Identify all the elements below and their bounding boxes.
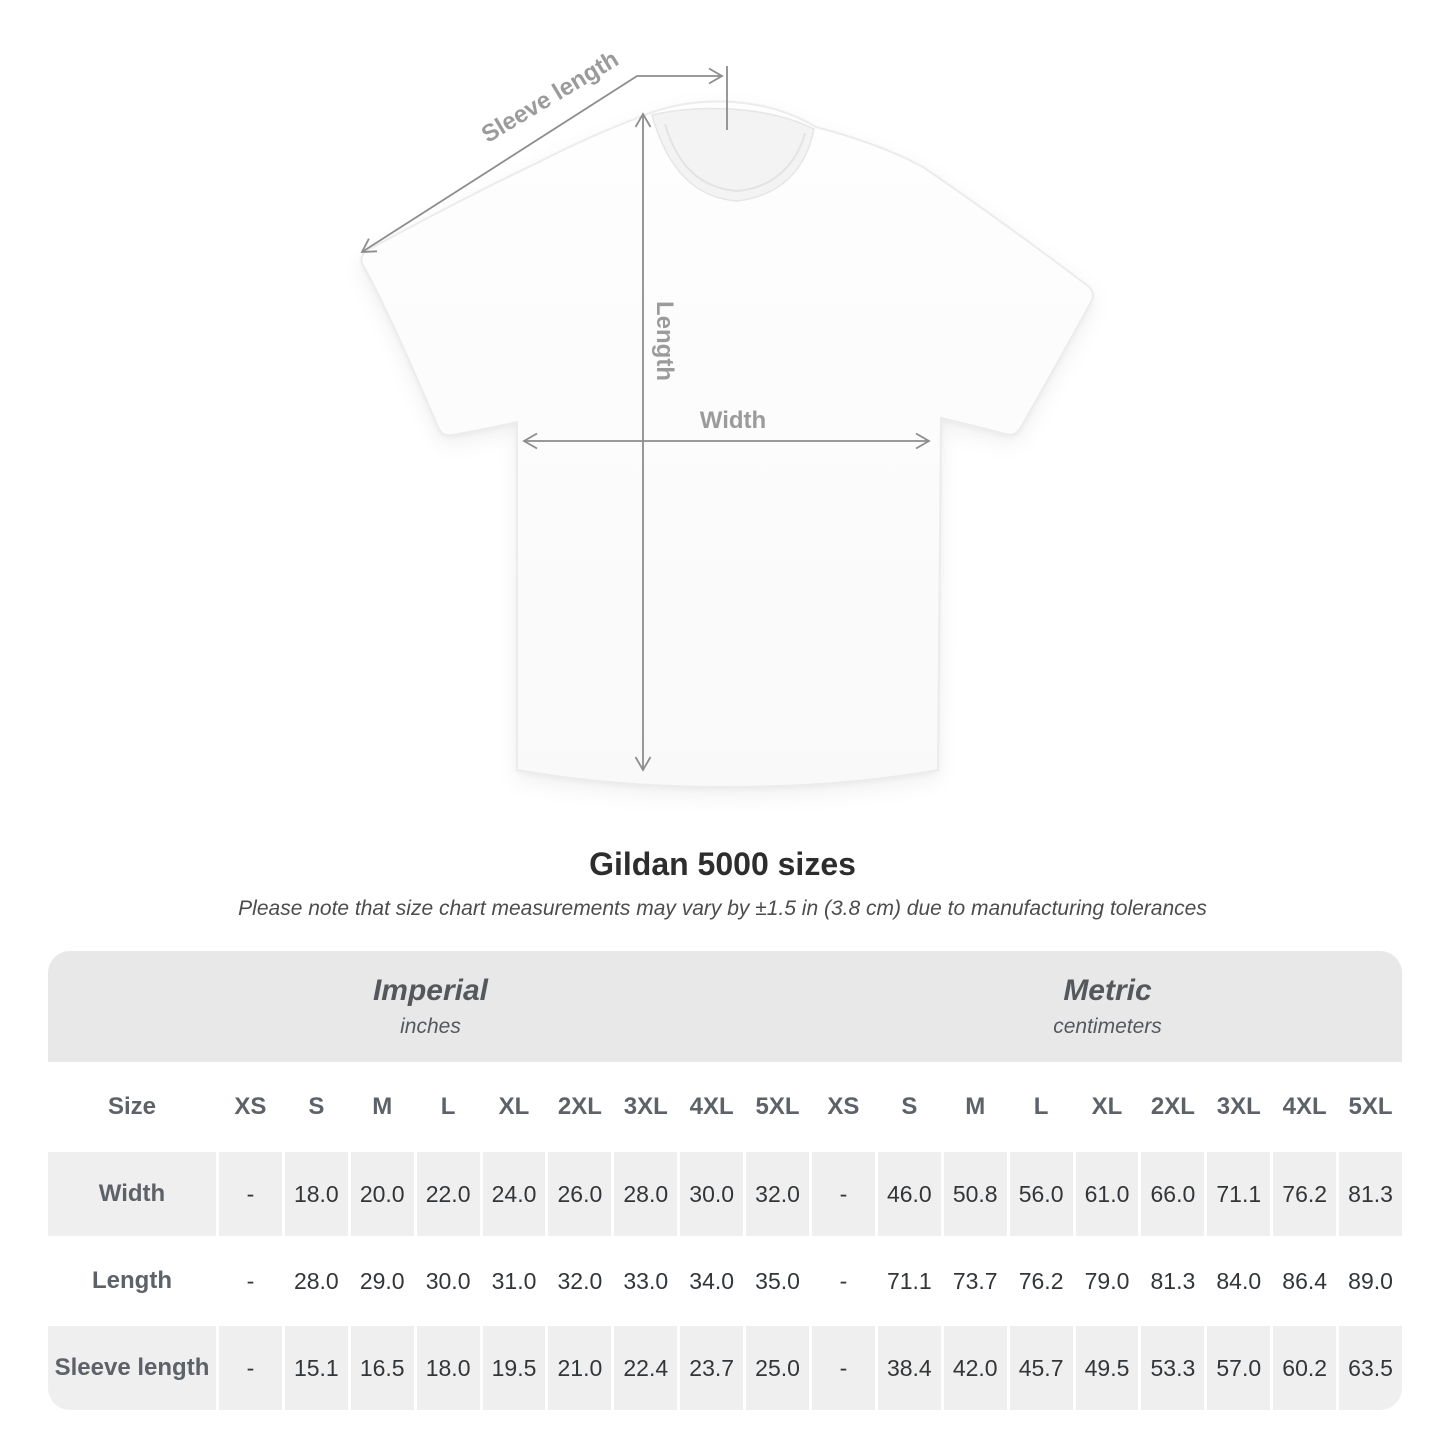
metric-size-header: 5XL — [1348, 1093, 1393, 1120]
metric-value-cell: - — [812, 1326, 875, 1410]
imperial-size-header: 4XL — [689, 1093, 734, 1120]
imperial-value-cell: - — [219, 1326, 282, 1410]
imperial-value-cell: 22.0 — [416, 1152, 480, 1236]
imperial-value-cell: 22.4 — [614, 1326, 678, 1410]
metric-value-cell: 57.0 — [1207, 1326, 1271, 1410]
metric-size-header: 4XL — [1282, 1093, 1327, 1120]
imperial-value-cell: 26.0 — [548, 1152, 612, 1236]
tshirt-measurement-diagram: Sleeve length Length Width — [360, 46, 1094, 789]
imperial-value-cell: 21.0 — [548, 1326, 612, 1410]
imperial-value-cell: 19.5 — [482, 1326, 546, 1410]
metric-value-cell: 81.3 — [1339, 1152, 1402, 1236]
metric-value-cell: 71.1 — [1207, 1152, 1271, 1236]
imperial-value-cell: - — [246, 1267, 255, 1294]
imperial-value-cell: 32.0 — [557, 1267, 603, 1294]
metric-size-header: XS — [827, 1093, 860, 1120]
imperial-unit: inches — [400, 1015, 461, 1038]
metric-value-cell: 86.4 — [1282, 1267, 1328, 1294]
imperial-size-header: XL — [498, 1093, 530, 1120]
page-title: Gildan 5000 sizes — [589, 846, 856, 882]
size-column-header: Size — [107, 1093, 157, 1120]
imperial-value-cell: 28.0 — [293, 1267, 339, 1294]
metric-size-header: 3XL — [1216, 1093, 1261, 1120]
imperial-section-header: Imperial inches — [48, 951, 813, 1062]
imperial-value-cell: 20.0 — [350, 1152, 414, 1236]
metric-value-cell: 84.0 — [1216, 1267, 1262, 1294]
metric-value-cell: - — [812, 1152, 875, 1236]
metric-value-cell: 42.0 — [943, 1326, 1007, 1410]
metric-section-header: Metric centimeters — [813, 951, 1402, 1062]
metric-title: Metric — [1063, 974, 1152, 1007]
metric-value-cell: 76.2 — [1273, 1152, 1337, 1236]
metric-size-header: XL — [1091, 1093, 1123, 1120]
imperial-size-header: 2XL — [557, 1093, 602, 1120]
imperial-value-cell: 16.5 — [350, 1326, 414, 1410]
tolerance-note: Please note that size chart measurements… — [238, 897, 1207, 920]
metric-value-cell: - — [839, 1267, 848, 1294]
imperial-value-cell: 24.0 — [482, 1152, 546, 1236]
metric-value-cell: 49.5 — [1075, 1326, 1139, 1410]
metric-value-cell: 76.2 — [1018, 1267, 1064, 1294]
metric-value-cell: 50.8 — [943, 1152, 1007, 1236]
metric-value-cell: 66.0 — [1141, 1152, 1205, 1236]
imperial-size-header: S — [308, 1093, 325, 1120]
imperial-value-cell: 33.0 — [623, 1267, 669, 1294]
row-label: Sleeve length — [48, 1326, 216, 1410]
imperial-value-cell: 15.1 — [284, 1326, 348, 1410]
metric-value-cell: 89.0 — [1348, 1267, 1393, 1294]
metric-size-header: 2XL — [1150, 1093, 1195, 1120]
imperial-value-cell: 35.0 — [755, 1267, 800, 1294]
imperial-value-cell: 18.0 — [416, 1326, 480, 1410]
imperial-size-header: L — [440, 1093, 456, 1120]
metric-unit: centimeters — [1053, 1015, 1162, 1038]
metric-size-header: M — [965, 1093, 986, 1120]
metric-value-cell: 46.0 — [877, 1152, 941, 1236]
metric-value-cell: 61.0 — [1075, 1152, 1139, 1236]
imperial-value-cell: 32.0 — [746, 1152, 809, 1236]
imperial-value-cell: 29.0 — [359, 1267, 405, 1294]
size-table: Imperial inches Metric centimeters Size X… — [48, 951, 1402, 1410]
metric-value-cell: 53.3 — [1141, 1326, 1205, 1410]
metric-value-cell: 81.3 — [1150, 1267, 1196, 1294]
imperial-value-cell: - — [219, 1152, 282, 1236]
size-table-container: Imperial inches Metric centimeters Size X… — [48, 951, 1402, 1410]
tshirt-image — [360, 100, 1094, 789]
imperial-size-header: M — [372, 1093, 393, 1120]
metric-size-header: L — [1033, 1093, 1049, 1120]
metric-value-cell: 79.0 — [1084, 1267, 1130, 1294]
metric-value-cell: 56.0 — [1009, 1152, 1073, 1236]
imperial-value-cell: 30.0 — [425, 1267, 471, 1294]
metric-value-cell: 63.5 — [1339, 1326, 1402, 1410]
units-header-band: Imperial inches Metric centimeters — [48, 951, 1402, 1062]
imperial-size-header: 3XL — [623, 1093, 668, 1120]
imperial-value-cell: 28.0 — [614, 1152, 678, 1236]
metric-value-cell: 38.4 — [877, 1326, 941, 1410]
imperial-value-cell: 23.7 — [680, 1326, 744, 1410]
metric-value-cell: 60.2 — [1273, 1326, 1337, 1410]
imperial-value-cell: 34.0 — [689, 1267, 735, 1294]
row-label: Length — [92, 1267, 172, 1294]
imperial-value-cell: 31.0 — [491, 1267, 537, 1294]
metric-size-header: S — [901, 1093, 918, 1120]
sleeve-length-arrow — [360, 67, 724, 253]
imperial-value-cell: 25.0 — [746, 1326, 809, 1410]
row-label: Width — [48, 1152, 216, 1236]
imperial-size-header: 5XL — [755, 1093, 800, 1120]
tshirt-body-shape — [360, 100, 1094, 789]
length-label: Length — [651, 301, 678, 381]
imperial-title: Imperial — [372, 974, 489, 1007]
metric-value-cell: 45.7 — [1009, 1326, 1073, 1410]
imperial-value-cell: 30.0 — [680, 1152, 744, 1236]
imperial-value-cell: 18.0 — [284, 1152, 348, 1236]
metric-value-cell: 71.1 — [886, 1267, 932, 1294]
metric-value-cell: 73.7 — [952, 1267, 998, 1294]
imperial-size-header: XS — [234, 1093, 267, 1120]
width-label: Width — [700, 407, 766, 434]
